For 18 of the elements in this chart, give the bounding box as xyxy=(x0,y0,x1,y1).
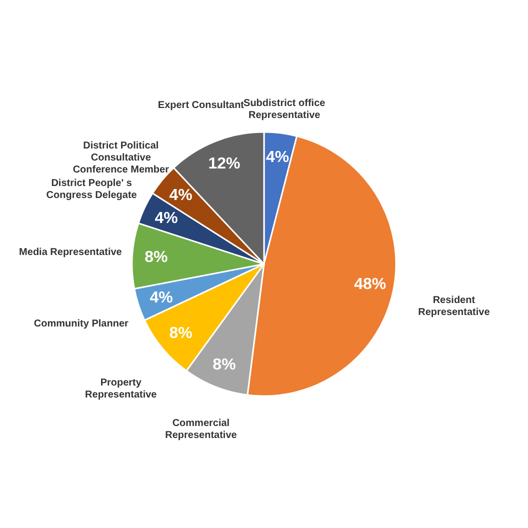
data-label: 8% xyxy=(144,249,168,266)
slice-label: Media Representative xyxy=(19,246,122,258)
data-label: 12% xyxy=(208,156,240,173)
slice-label: Property Representative xyxy=(85,377,158,400)
data-label: 4% xyxy=(154,210,178,228)
data-label: 4% xyxy=(150,289,173,306)
slice-label: Resident Representative xyxy=(418,295,490,318)
slice-label: Community Planner xyxy=(34,318,129,330)
slice-label: Subdistrict office Representative xyxy=(244,98,326,121)
data-label: 8% xyxy=(212,356,236,374)
slice-label: Commercial Representative xyxy=(165,418,238,442)
slice-label: Expert Consultant xyxy=(158,100,245,111)
data-label: 48% xyxy=(354,276,386,294)
slice-label: District People' s Congress Delegate xyxy=(46,178,138,201)
data-label: 4% xyxy=(169,187,192,204)
slice-label: District Political Consultative Conference Member xyxy=(72,140,170,176)
data-label: 8% xyxy=(169,324,192,342)
data-label: 4% xyxy=(266,148,290,166)
